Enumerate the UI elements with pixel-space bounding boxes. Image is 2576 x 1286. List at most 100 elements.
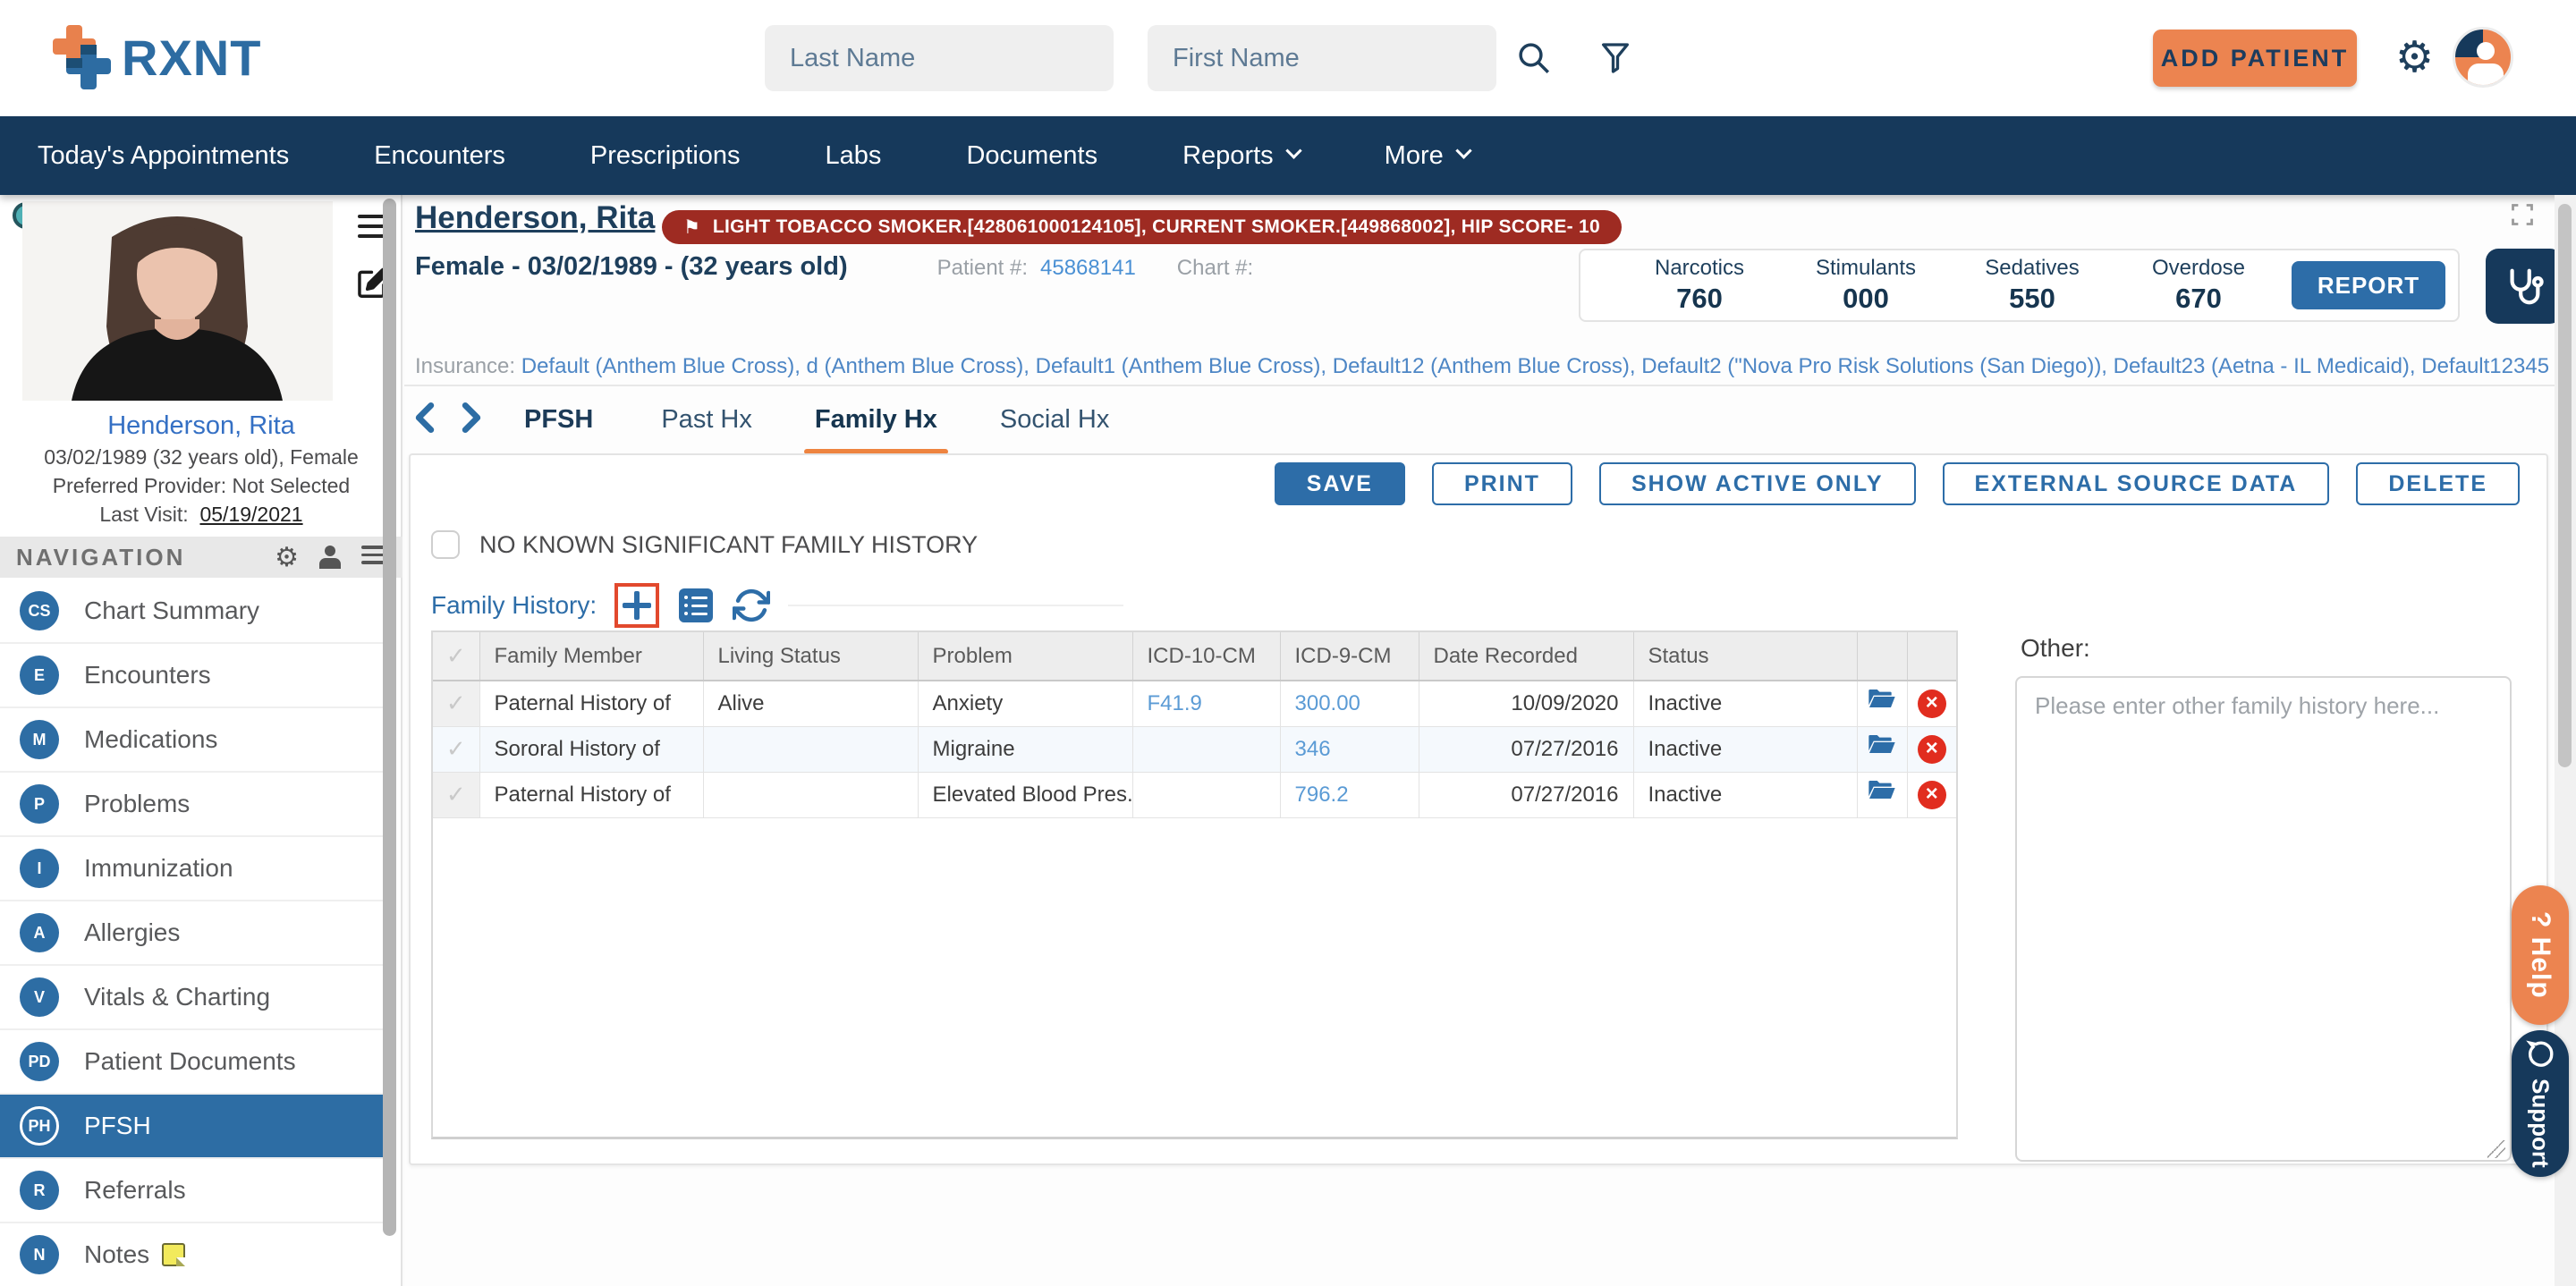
no-known-history-label: NO KNOWN SIGNIFICANT FAMILY HISTORY <box>479 530 979 558</box>
nav-labs[interactable]: Labs <box>825 140 882 170</box>
tab-pfsh[interactable]: PFSH <box>524 404 594 434</box>
nav-documents[interactable]: Documents <box>966 140 1098 170</box>
patient-demographics-row: Female - 03/02/1989 - (32 years old) Pat… <box>415 252 1253 282</box>
family-history-table-container: ✓ Family Member Living Status Problem IC… <box>431 630 1958 1139</box>
sidebar-item-vitals-charting[interactable]: V Vitals & Charting <box>0 966 386 1030</box>
nav-list-icon[interactable] <box>361 546 386 569</box>
icd9-link[interactable]: 796.2 <box>1280 772 1419 818</box>
action-buttons: SAVE PRINT SHOW ACTIVE ONLY EXTERNAL SOU… <box>1274 462 2520 505</box>
select-all-check-icon[interactable]: ✓ <box>433 632 480 681</box>
table-row: ✓ Sororal History of Migraine 346 07/27/… <box>433 726 1956 773</box>
search-icon[interactable] <box>1515 39 1553 77</box>
tab-scroll-right-icon[interactable] <box>458 402 485 433</box>
main-nav-bar: Today's Appointments Encounters Prescrip… <box>0 116 2576 195</box>
sidebar-scrollbar[interactable] <box>383 199 396 1236</box>
show-active-only-button[interactable]: SHOW ACTIVE ONLY <box>1598 462 1916 505</box>
row-check-icon[interactable]: ✓ <box>433 726 480 773</box>
tab-family-hx[interactable]: Family Hx <box>803 393 948 454</box>
stimulants-stat: Stimulants 000 <box>1815 256 1917 314</box>
nav-person-icon[interactable] <box>318 546 342 569</box>
tab-past-hx[interactable]: Past Hx <box>661 404 752 434</box>
filter-icon[interactable] <box>1597 39 1633 77</box>
row-check-icon[interactable]: ✓ <box>433 772 480 818</box>
first-name-search-input[interactable] <box>1148 25 1496 91</box>
alert-text: LIGHT TOBACCO SMOKER.[428061000124105], … <box>712 216 1601 237</box>
sidebar-item-notes[interactable]: N Notes <box>0 1223 386 1286</box>
patient-number-link[interactable]: 45868141 <box>1040 256 1136 280</box>
open-record-folder-icon[interactable] <box>1857 772 1908 818</box>
refresh-icon[interactable] <box>733 587 771 624</box>
other-family-history-textarea[interactable] <box>2015 676 2512 1162</box>
delete-button[interactable]: DELETE <box>2356 462 2520 505</box>
insurance-row: Insurance: Default (Anthem Blue Cross), … <box>415 354 2548 379</box>
print-button[interactable]: PRINT <box>1431 462 1572 505</box>
last-name-search-input[interactable] <box>765 25 1114 91</box>
family-history-list-icon[interactable] <box>679 588 714 622</box>
delete-row-icon[interactable]: × <box>1907 681 1956 727</box>
save-button[interactable]: SAVE <box>1274 462 1405 505</box>
add-patient-button[interactable]: ADD PATIENT <box>2153 30 2357 87</box>
user-avatar[interactable] <box>2453 27 2513 88</box>
rxnt-cross-icon <box>53 25 111 89</box>
nav-todays-appointments[interactable]: Today's Appointments <box>38 140 290 170</box>
sidebar-patient-name-link[interactable]: Henderson, Rita <box>107 411 295 440</box>
sidebar-preferred-provider: Preferred Provider: Not Selected <box>52 474 351 497</box>
sidebar-item-medications[interactable]: M Medications <box>0 708 386 773</box>
stethoscope-button[interactable] <box>2486 249 2563 324</box>
nav-reports[interactable]: Reports <box>1182 141 1302 171</box>
insurance-links[interactable]: Default (Anthem Blue Cross), d (Anthem B… <box>521 354 2548 378</box>
sidebar-item-pfsh[interactable]: PH PFSH <box>0 1095 386 1159</box>
family-hx-card: SAVE PRINT SHOW ACTIVE ONLY EXTERNAL SOU… <box>409 453 2548 1165</box>
sidebar-item-encounters[interactable]: E Encounters <box>0 644 386 708</box>
tab-scroll-left-icon[interactable] <box>411 402 438 433</box>
chart-number-label: Chart #: <box>1176 256 1254 280</box>
patient-menu-icon[interactable] <box>358 215 388 244</box>
open-record-folder-icon[interactable] <box>1857 726 1908 773</box>
no-known-history-checkbox[interactable] <box>431 530 460 559</box>
fullscreen-icon[interactable] <box>2510 202 2535 227</box>
help-button[interactable]: ? Help <box>2512 885 2569 1025</box>
settings-gear-icon[interactable]: ⚙ <box>2395 32 2435 82</box>
nav-encounters[interactable]: Encounters <box>374 140 505 170</box>
sidebar-item-immunization[interactable]: I Immunization <box>0 837 386 901</box>
icd10-link[interactable] <box>1132 726 1281 773</box>
nav-more[interactable]: More <box>1385 141 1472 171</box>
sidebar-item-patient-documents[interactable]: PD Patient Documents <box>0 1030 386 1095</box>
sidebar-nav-list: CS Chart Summary E Encounters M Medications… <box>0 580 386 1286</box>
icd10-link[interactable]: F41.9 <box>1132 681 1281 727</box>
other-label: Other: <box>2021 634 2090 662</box>
page-scrollbar-thumb[interactable] <box>2558 204 2572 767</box>
delete-row-icon[interactable]: × <box>1907 772 1956 818</box>
sedatives-stat: Sedatives 550 <box>1985 256 2080 314</box>
nav-settings-gear-icon[interactable]: ⚙ <box>275 541 299 573</box>
open-record-folder-icon[interactable] <box>1857 681 1908 727</box>
patient-name-heading[interactable]: Henderson, Rita <box>415 200 656 235</box>
delete-row-icon[interactable]: × <box>1907 726 1956 773</box>
chevron-down-icon <box>1284 141 1302 159</box>
icd9-link[interactable]: 300.00 <box>1280 681 1419 727</box>
icd10-link[interactable] <box>1132 772 1281 818</box>
last-visit-date-link[interactable]: 05/19/2021 <box>199 503 303 526</box>
main-content: Henderson, Rita ⚑ LIGHT TOBACCO SMOKER.[… <box>404 195 2563 1286</box>
support-button[interactable]: Support <box>2512 1030 2569 1177</box>
nav-prescriptions[interactable]: Prescriptions <box>589 140 741 170</box>
report-button[interactable]: REPORT <box>2292 261 2445 309</box>
rxnt-logo[interactable]: RXNT <box>47 21 261 93</box>
icd9-link[interactable]: 346 <box>1280 726 1419 773</box>
family-history-table: ✓ Family Member Living Status Problem IC… <box>433 632 1956 818</box>
sidebar-item-referrals[interactable]: R Referrals <box>0 1159 386 1223</box>
tab-social-hx[interactable]: Social Hx <box>999 404 1110 434</box>
patient-alert-banner[interactable]: ⚑ LIGHT TOBACCO SMOKER.[428061000124105]… <box>662 210 1623 244</box>
sidebar-item-chart-summary[interactable]: CS Chart Summary <box>0 580 386 644</box>
patient-demographics: Female - 03/02/1989 - (32 years old) <box>415 252 848 281</box>
controlled-substance-panel: Narcotics 760 Stimulants 000 Sedatives 5… <box>1579 249 2460 322</box>
sidebar-item-problems[interactable]: P Problems <box>0 773 386 837</box>
header-divider <box>404 385 2555 386</box>
sticky-note-icon <box>162 1243 186 1266</box>
row-check-icon[interactable]: ✓ <box>433 681 480 727</box>
pfsh-tabs: PFSH Past Hx Family Hx Social Hx <box>404 386 1114 454</box>
add-family-history-button[interactable] <box>614 583 660 628</box>
sidebar-item-allergies[interactable]: A Allergies <box>0 901 386 966</box>
external-source-data-button[interactable]: EXTERNAL SOURCE DATA <box>1942 462 2330 505</box>
